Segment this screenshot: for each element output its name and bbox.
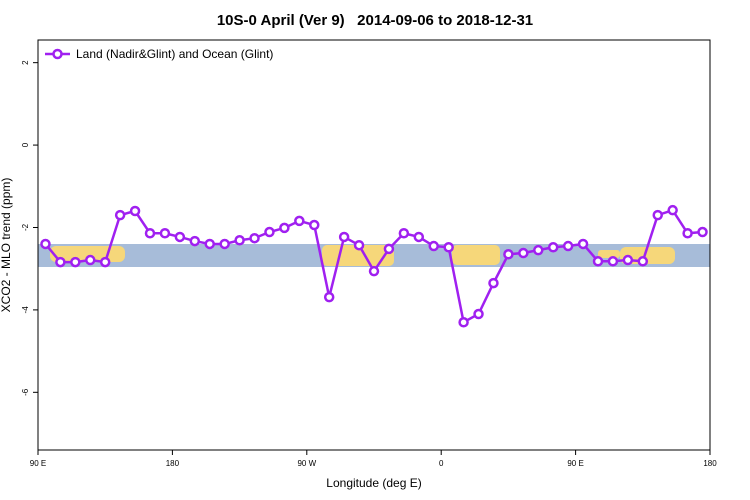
point	[129, 205, 141, 217]
point	[592, 256, 604, 267]
point	[174, 231, 186, 243]
point	[428, 240, 439, 252]
point	[637, 256, 649, 267]
y-tick-label: -4	[21, 306, 30, 314]
point	[159, 228, 171, 239]
point	[518, 247, 529, 259]
point	[144, 228, 156, 239]
point	[309, 219, 320, 231]
point	[338, 231, 350, 243]
point	[234, 235, 245, 246]
point	[503, 249, 514, 260]
point	[279, 222, 290, 234]
y-tick-label: -6	[21, 388, 30, 396]
legend-marker	[52, 48, 63, 60]
point	[368, 265, 380, 277]
point	[99, 256, 111, 268]
point	[443, 242, 454, 253]
y-tick-label: 2	[21, 60, 30, 65]
point	[114, 209, 126, 221]
point	[577, 238, 589, 250]
point	[204, 238, 215, 250]
x-tick-label: 90 E	[567, 459, 583, 468]
point	[383, 243, 395, 255]
y-axis-label: XCO2 - MLO trend (ppm)	[0, 178, 13, 313]
point	[55, 256, 66, 268]
x-axis-label: Longitude (deg E)	[326, 476, 421, 490]
point	[697, 226, 708, 238]
point	[294, 215, 305, 227]
point	[189, 235, 201, 247]
point	[682, 228, 693, 239]
plot-frame	[37, 39, 711, 451]
point	[249, 232, 260, 244]
point	[622, 254, 634, 266]
point	[607, 256, 619, 267]
point	[264, 226, 275, 238]
point	[413, 231, 425, 243]
point	[562, 240, 574, 252]
x-tick-label: 180	[166, 459, 180, 468]
x-tick-label: 180	[703, 459, 717, 468]
x-tick-label: 90 E	[30, 459, 46, 468]
point	[40, 238, 51, 250]
point	[353, 239, 365, 251]
point	[398, 228, 410, 239]
chart-title: 10S-0 April (Ver 9) 2014-09-06 to 2018-1…	[217, 12, 533, 29]
point	[70, 256, 81, 268]
x-tick-label: 0	[439, 459, 444, 468]
legend-label: Land (Nadir&Glint) and Ocean (Glint)	[76, 47, 273, 61]
point	[667, 204, 678, 216]
point	[323, 291, 335, 303]
point	[458, 317, 469, 328]
point	[488, 277, 499, 289]
x-tick-label: 90 W	[297, 459, 316, 468]
y-tick-label: -2	[21, 223, 30, 231]
point	[219, 238, 230, 250]
point	[473, 308, 484, 320]
point	[652, 209, 663, 221]
point	[547, 242, 559, 253]
point	[85, 254, 96, 266]
point	[533, 244, 544, 256]
y-tick-label: 0	[21, 142, 30, 147]
